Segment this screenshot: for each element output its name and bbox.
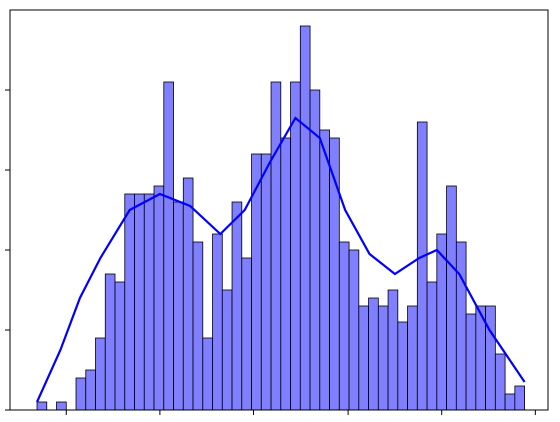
bar [85,369,96,411]
bar [377,305,389,411]
bar [485,305,496,411]
bar [270,81,282,411]
bar [280,137,291,411]
bar [56,401,67,411]
bar [134,193,145,411]
bar [241,257,252,411]
bar [202,337,213,411]
bar [95,337,106,411]
bar [290,81,301,411]
bar [182,177,194,411]
bar [221,289,233,411]
bar [348,249,360,411]
bar [514,385,525,411]
bar [173,201,184,411]
bar [426,281,438,411]
bar [192,241,204,411]
bar [446,185,457,411]
bar [407,305,418,411]
bar [231,201,243,411]
bar [465,313,477,411]
bar [416,121,428,411]
bar [299,25,311,411]
bar [104,273,116,411]
bar [75,377,87,411]
bar [36,401,48,411]
bar [504,393,516,411]
bar [114,281,126,411]
bar [455,241,467,411]
bar [212,233,223,411]
bar [397,321,408,411]
bar [124,193,135,411]
bar [387,289,399,411]
bar [319,129,330,411]
bar [153,185,165,411]
bar [163,81,174,411]
bar [260,153,272,411]
bar [143,193,155,411]
bar [494,353,506,411]
kde-line [36,116,526,403]
bar [358,305,369,411]
plot-frame [9,9,549,411]
bar [368,297,379,411]
bar [338,241,350,411]
